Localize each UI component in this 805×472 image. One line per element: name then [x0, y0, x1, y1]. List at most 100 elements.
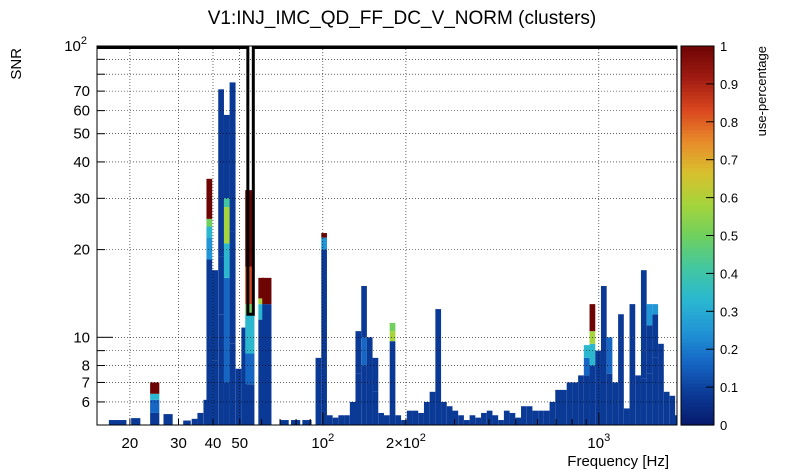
y-tick-label: 7	[82, 374, 90, 391]
color-scale-band	[681, 103, 714, 107]
color-scale-band	[681, 273, 714, 277]
color-scale-band	[681, 61, 714, 65]
heatmap-cell	[424, 402, 430, 425]
color-scale-band	[681, 296, 714, 300]
color-scale-tick-label: 0.8	[720, 115, 738, 130]
color-scale-band	[681, 402, 714, 406]
y-tick-label: 60	[73, 103, 90, 120]
color-scale-band	[681, 65, 714, 69]
color-scale-band	[681, 167, 714, 171]
heatmap-cell	[618, 314, 624, 337]
heatmap-cell	[355, 374, 361, 425]
color-scale-band	[681, 342, 714, 346]
color-scale-band	[681, 137, 714, 141]
heatmap-cell	[544, 411, 550, 425]
heatmap-cell	[230, 82, 236, 232]
heatmap-cell	[607, 374, 613, 425]
color-scale-band	[681, 262, 714, 266]
heatmap-cell	[197, 413, 203, 425]
color-scale-band	[681, 357, 714, 361]
color-scale-band	[681, 133, 714, 137]
color-scale-band	[681, 266, 714, 270]
heatmap-cell	[647, 325, 653, 373]
heatmap-cell	[441, 402, 447, 425]
heatmap-cell	[361, 337, 367, 365]
color-scale-band	[681, 201, 714, 205]
color-scale-band	[681, 243, 714, 247]
heatmap-cell	[163, 414, 172, 425]
color-scale-band	[681, 50, 714, 54]
color-scale-band	[681, 289, 714, 293]
color-scale-band	[681, 254, 714, 258]
color-scale-band	[681, 236, 714, 240]
heatmap-cell	[192, 419, 198, 425]
heatmap-cell	[224, 115, 230, 198]
heatmap-cell	[652, 358, 658, 425]
color-scale-band	[681, 292, 714, 296]
color-scale-band	[681, 398, 714, 402]
color-scale-band	[681, 319, 714, 323]
heatmap-cell	[470, 415, 476, 425]
heatmap-cell	[206, 238, 212, 260]
color-scale-band	[681, 91, 714, 95]
heatmap-cell	[447, 406, 453, 425]
heatmap-cell	[407, 411, 413, 425]
heatmap-cell	[452, 411, 458, 425]
color-scale-band	[681, 69, 714, 73]
y-tick-label: 70	[73, 83, 90, 100]
color-scale-band	[681, 258, 714, 262]
color-scale-band	[681, 198, 714, 202]
color-scale-band	[681, 73, 714, 77]
color-scale-band	[681, 281, 714, 285]
color-scale-band	[681, 338, 714, 342]
color-scale-band	[681, 224, 714, 228]
color-scale-band	[681, 228, 714, 232]
heatmap-cell	[641, 270, 647, 350]
color-scale-band	[681, 315, 714, 319]
heatmap-cell	[567, 382, 573, 425]
x-axis-label: Frequency [Hz]	[567, 453, 669, 470]
y-tick-label: 40	[73, 154, 90, 171]
heatmap-cell	[117, 420, 126, 425]
heatmap-cell	[333, 418, 339, 425]
color-scale-label: use-percentage	[754, 46, 769, 136]
heatmap-cell	[630, 304, 636, 337]
color-scale-band	[681, 84, 714, 88]
heatmap-cell	[464, 420, 470, 425]
color-scale-band	[681, 213, 714, 217]
heatmap-cell	[236, 369, 242, 425]
heatmap-cell	[206, 219, 212, 227]
color-scale-band	[681, 311, 714, 315]
heatmap-cell	[578, 375, 584, 425]
heatmap-cell	[206, 259, 212, 337]
heatmap-cell	[321, 233, 327, 238]
color-scale-band	[681, 54, 714, 58]
heatmap-cell	[601, 366, 607, 425]
color-scale-band	[681, 110, 714, 114]
heatmap-cell	[641, 351, 647, 379]
color-scale-band	[681, 145, 714, 149]
color-scale-band	[681, 179, 714, 183]
x-tick-label: 50	[231, 435, 248, 452]
color-scale-tick-label: 1	[720, 39, 727, 54]
y-tick-label: 50	[73, 126, 90, 143]
heatmap-cell	[262, 278, 271, 304]
heatmap-cell	[550, 402, 556, 425]
heatmap-cell	[245, 384, 254, 425]
color-scale-band	[681, 148, 714, 152]
y-tick-label: 6	[82, 394, 90, 411]
heatmap-cell	[458, 415, 464, 425]
color-scale-band	[681, 88, 714, 92]
color-scale-band	[681, 364, 714, 368]
color-scale-band	[681, 387, 714, 391]
color-scale-band	[681, 304, 714, 308]
heatmap-cell	[367, 382, 373, 425]
color-scale-band	[681, 186, 714, 190]
color-scale-tick-label: 0.4	[720, 266, 738, 281]
heatmap-cell	[664, 392, 670, 425]
heatmap-cell	[390, 331, 396, 341]
heatmap-cell	[561, 390, 567, 425]
color-scale-band	[681, 126, 714, 130]
heatmap-cell	[245, 353, 254, 384]
heatmap-cell	[612, 402, 618, 425]
